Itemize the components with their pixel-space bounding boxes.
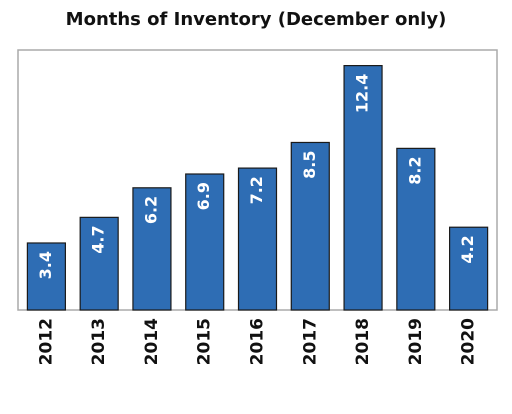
bar [290, 141, 330, 311]
chart-title: Months of Inventory (December only) [66, 9, 447, 30]
x-tick-label: 2018 [353, 318, 373, 365]
bar [237, 167, 278, 311]
value-label: 6.9 [194, 182, 213, 210]
bar [396, 147, 436, 311]
value-label: 12.4 [353, 74, 372, 113]
x-tick-label: 2014 [142, 318, 162, 365]
x-tick-label: 2020 [459, 318, 479, 365]
value-label: 3.4 [36, 251, 55, 279]
value-label: 8.2 [405, 156, 424, 184]
bar [449, 226, 489, 311]
x-tick-label: 2013 [89, 318, 109, 365]
bar [132, 187, 172, 311]
x-tick-label: 2012 [36, 318, 56, 365]
bar [343, 64, 383, 311]
value-label: 8.5 [300, 150, 319, 178]
x-tick-label: 2015 [195, 318, 215, 365]
x-tick-label: 2019 [406, 318, 426, 365]
bar [185, 173, 225, 311]
value-label: 7.2 [247, 176, 266, 204]
x-tick-label: 2016 [248, 318, 268, 365]
value-label: 6.2 [141, 196, 160, 224]
value-label: 4.2 [458, 235, 477, 263]
bar [26, 242, 66, 311]
bar [79, 216, 119, 311]
x-tick-label: 2017 [300, 318, 320, 365]
value-label: 4.7 [89, 225, 108, 253]
